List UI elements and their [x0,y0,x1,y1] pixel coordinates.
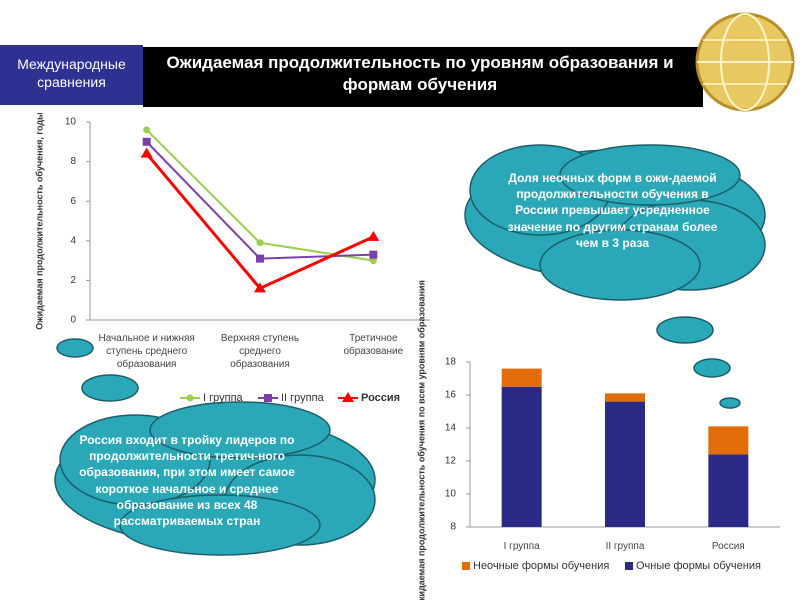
badge: Международные сравнения [17,56,126,91]
y-axis-label: Ожидаемая продолжительность обучения по … [416,280,426,600]
y-tick-label: 6 [70,196,76,207]
x-tick-label: II группа [605,541,645,552]
bar-segment [501,386,542,527]
point [369,257,377,265]
y-tick-label: 10 [65,117,77,128]
y-tick-label: 12 [445,456,457,467]
legend-label: Неочные формы обучения [473,560,609,572]
x-tick-label: Верхняя ступень среднего образования [220,333,300,370]
x-tick-label: Третичное образование [343,333,404,357]
legend-label: Россия [361,392,400,404]
callout: Россия входит в тройку лидеров по продол… [79,433,295,528]
y-tick-label: 8 [70,156,76,167]
legend-swatch [462,562,470,570]
point [140,147,153,158]
bar-segment [708,426,749,455]
x-tick-label: Начальное и нижняя ступень среднего обра… [98,333,195,370]
legend-label: I группа [203,392,244,404]
bar-segment [605,401,645,527]
badge-box [0,45,143,105]
point [143,126,151,134]
legend-label: Очные формы обучения [636,560,761,572]
point [256,254,264,263]
bar-segment [708,454,749,527]
bar-segment [605,393,645,402]
y-tick-label: 18 [445,357,457,368]
y-tick-label: 8 [450,522,456,533]
point [369,250,378,259]
slide-title: Ожидаемая продолжительность по уровням о… [166,53,674,95]
y-axis-label: Ожидаемая продолжительность обучения, го… [34,112,44,330]
point [142,137,151,146]
globe [695,12,795,112]
cloud-shape [54,144,766,556]
x-tick-label: Россия [711,541,745,552]
point [367,230,380,241]
legend-swatch [625,562,633,570]
y-tick-label: 14 [445,423,457,434]
y-tick-label: 0 [70,315,76,326]
y-tick-label: 16 [445,390,457,401]
line [145,152,374,291]
y-tick-label: 2 [70,275,76,286]
callout: Доля неочных форм в ожи-даемой продолжит… [507,171,718,250]
y-tick-label: 4 [70,235,76,246]
legend-label: II группа [281,392,325,404]
point [254,282,266,293]
point [186,394,194,402]
y-tick-label: 10 [445,489,457,500]
point [256,239,264,247]
bar-segment [501,368,542,387]
point [342,392,354,402]
title-bar [143,47,703,107]
x-tick-label: I группа [503,541,540,552]
point [264,394,272,402]
